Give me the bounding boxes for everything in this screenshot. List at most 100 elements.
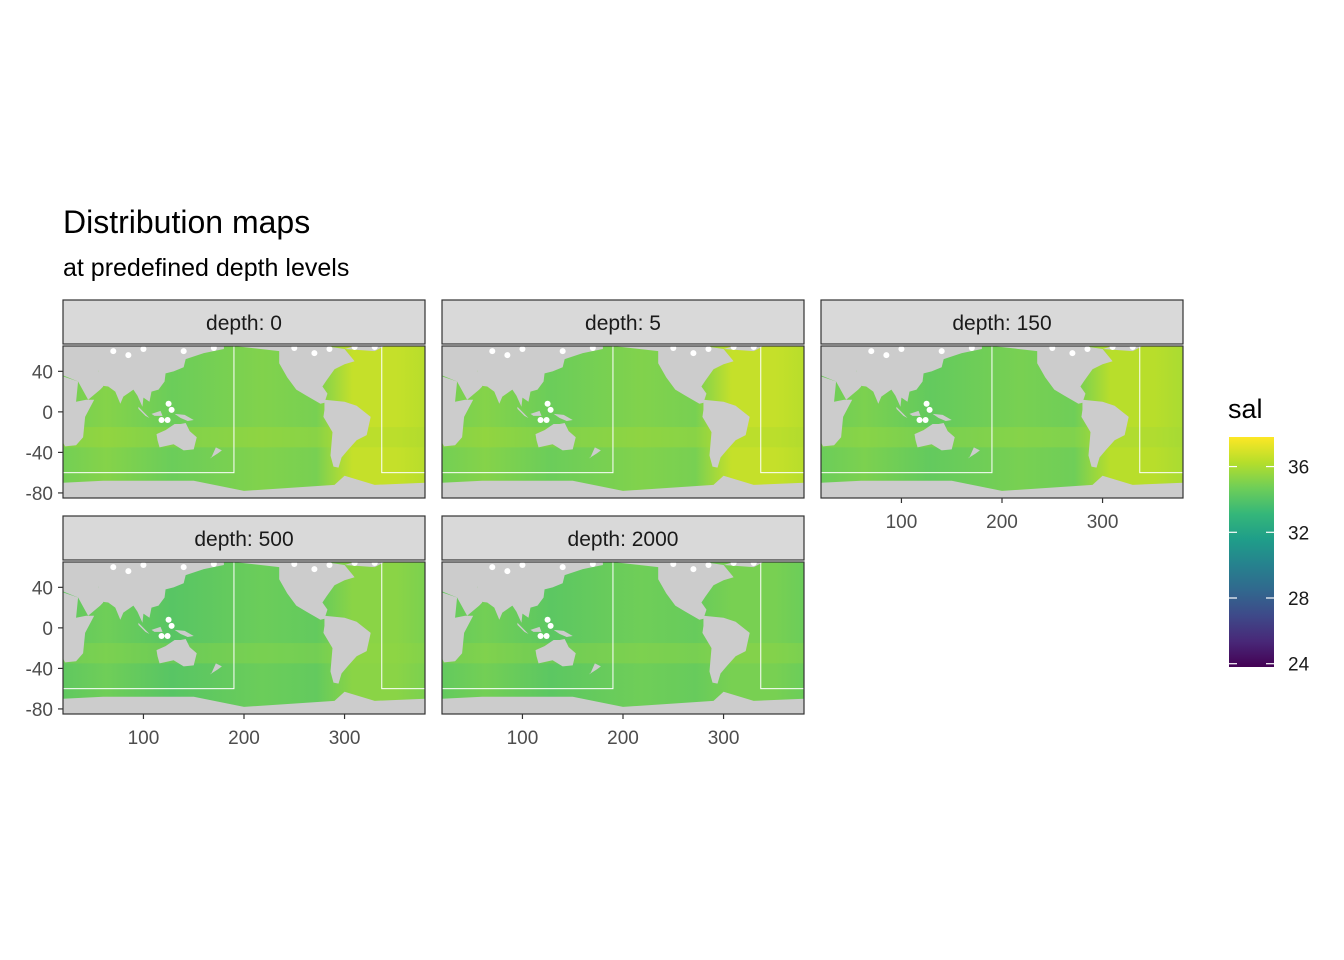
- land-mass: [209, 447, 222, 459]
- no-data-speck: [705, 562, 712, 569]
- land-mass: [612, 562, 734, 620]
- facet-strip-label: depth: 5: [585, 312, 661, 335]
- x-tick-label: 300: [708, 728, 740, 749]
- no-data-speck: [1084, 346, 1091, 353]
- no-data-speck: [168, 622, 175, 629]
- land-mass: [174, 413, 194, 421]
- land-mass: [63, 346, 95, 447]
- land-mass: [856, 346, 982, 407]
- no-data-speck: [164, 416, 171, 423]
- facet-strip: [62, 515, 426, 561]
- no-data-speck: [543, 416, 550, 423]
- land-mass: [909, 410, 921, 416]
- no-data-speck: [968, 346, 975, 352]
- no-data-speck: [326, 562, 333, 569]
- no-data-speck: [730, 346, 737, 351]
- facet-panel-150: depth: 150 100 200 300: [820, 299, 1184, 533]
- no-data-speck: [180, 564, 187, 571]
- no-data-speck: [164, 632, 171, 639]
- no-data-speck: [1109, 346, 1116, 351]
- colorbar-label: 28: [1288, 589, 1309, 610]
- land-mass: [535, 639, 576, 667]
- no-data-speck: [916, 416, 923, 423]
- x-tick-label: 200: [986, 512, 1018, 533]
- no-data-speck: [311, 566, 318, 573]
- land-mass: [233, 562, 355, 620]
- land-mass: [530, 626, 542, 632]
- land-mass: [991, 346, 1113, 404]
- land-mass: [233, 346, 355, 404]
- legend-title: sal: [1228, 394, 1263, 424]
- facet-strip-label: depth: 2000: [568, 528, 679, 551]
- land-mass: [63, 346, 104, 400]
- no-data-speck: [489, 564, 496, 571]
- land-mass: [151, 410, 163, 416]
- no-data-speck: [504, 352, 511, 359]
- land-mass: [138, 622, 150, 634]
- land-mass: [156, 639, 197, 667]
- salinity-band: [63, 643, 425, 664]
- no-data-speck: [923, 400, 930, 407]
- no-data-speck: [537, 416, 544, 423]
- no-data-speck: [537, 632, 544, 639]
- land-mass: [530, 410, 542, 416]
- salinity-band: [821, 427, 1183, 448]
- land-mass: [442, 346, 474, 447]
- region-box-west: [442, 562, 614, 690]
- no-data-speck: [110, 348, 117, 355]
- land-mass: [821, 346, 853, 447]
- land-mass: [98, 562, 224, 623]
- no-data-speck: [351, 562, 358, 567]
- no-data-speck: [926, 406, 933, 413]
- no-data-speck: [589, 346, 596, 352]
- no-data-speck: [140, 562, 147, 569]
- y-tick-label: 0: [42, 619, 53, 640]
- land-mass: [477, 346, 603, 407]
- y-tick-label: 0: [42, 403, 53, 424]
- facet-panel-0: depth: 0 40 0 -40 -80: [26, 299, 426, 505]
- no-data-speck: [547, 406, 554, 413]
- x-tick-label: 200: [607, 728, 639, 749]
- no-data-speck: [559, 564, 566, 571]
- land-mass: [553, 629, 573, 637]
- no-data-speck: [125, 568, 132, 575]
- x-tick-label: 300: [329, 728, 361, 749]
- chart-title: Distribution maps: [63, 204, 311, 240]
- no-data-speck: [371, 346, 378, 351]
- land-mass: [588, 663, 601, 675]
- no-data-speck: [898, 346, 905, 353]
- land-mass: [821, 346, 862, 400]
- y-tick-label: -80: [26, 700, 53, 721]
- no-data-speck: [519, 562, 526, 569]
- no-data-speck: [158, 416, 165, 423]
- region-box-west: [63, 562, 235, 690]
- panels-layer: depth: 0 40 0 -40 -80 depth: 5 depth: 150 100 20…: [26, 299, 1184, 749]
- land-mass: [442, 562, 483, 616]
- no-data-speck: [291, 562, 298, 568]
- region-box-west: [63, 346, 235, 474]
- facet-panel-500: depth: 500 40 0 -40 -80 100 200 300: [26, 515, 426, 749]
- x-tick-label: 100: [507, 728, 539, 749]
- no-data-speck: [543, 632, 550, 639]
- facet-strip-label: depth: 150: [952, 312, 1051, 335]
- land-mass: [442, 691, 804, 714]
- land-mass: [156, 423, 197, 451]
- no-data-speck: [922, 416, 929, 423]
- no-data-speck: [670, 346, 677, 352]
- no-data-speck: [670, 562, 677, 568]
- land-mass: [63, 562, 104, 616]
- no-data-speck: [547, 622, 554, 629]
- land-mass: [442, 562, 474, 663]
- facet-panel-5: depth: 5: [441, 299, 805, 499]
- no-data-speck: [589, 562, 596, 568]
- land-mass: [63, 691, 425, 714]
- salinity-band: [63, 427, 425, 448]
- y-tick-label: 40: [32, 362, 53, 383]
- x-tick-label: 100: [886, 512, 918, 533]
- no-data-speck: [868, 348, 875, 355]
- land-mass: [63, 475, 425, 498]
- facet-strip: [441, 515, 805, 561]
- no-data-speck: [938, 348, 945, 355]
- land-mass: [535, 423, 576, 451]
